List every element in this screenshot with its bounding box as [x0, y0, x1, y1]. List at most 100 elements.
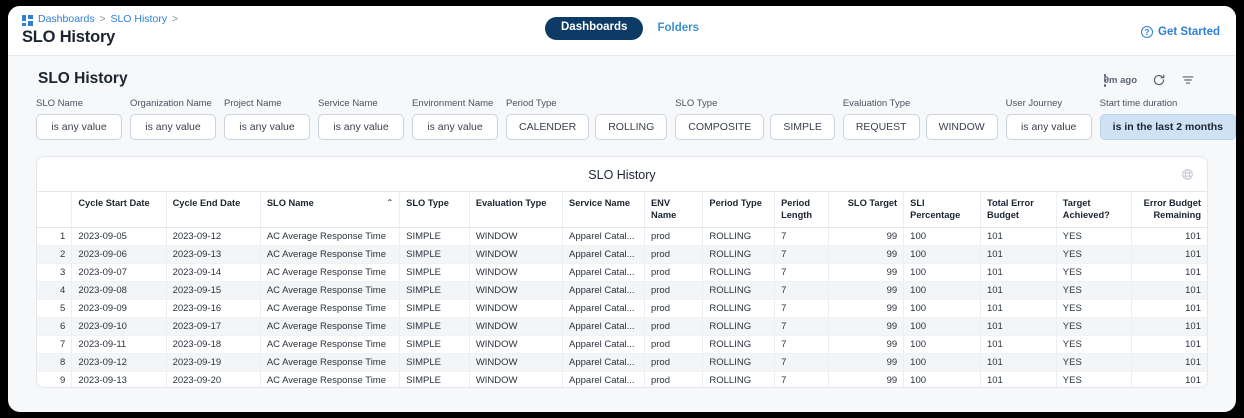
filter-chip-window[interactable]: WINDOW — [925, 114, 998, 140]
dashboard-title: SLO History — [38, 70, 128, 87]
cell-ptype: ROLLING — [702, 317, 775, 336]
refresh-icon[interactable] — [1152, 73, 1166, 87]
more-options-icon[interactable] — [1103, 73, 1214, 87]
filter-chip-is-any-value[interactable]: is any value — [130, 114, 216, 140]
column-header-start[interactable]: Cycle Start Date — [71, 191, 167, 228]
cell-env: prod — [643, 371, 703, 387]
column-header-svc[interactable]: Service Name — [562, 191, 645, 228]
cell-teb: 101 — [979, 299, 1057, 318]
cell-start: 2023-09-06 — [71, 245, 167, 264]
cell-type: SIMPLE — [399, 227, 470, 246]
cell-ebr: 101 — [1130, 335, 1207, 354]
cell-start: 2023-09-12 — [71, 353, 167, 372]
cell-tach: YES — [1055, 299, 1132, 318]
cell-start: 2023-09-05 — [71, 227, 167, 246]
cell-plen: 7 — [774, 263, 829, 282]
cell-tach: YES — [1055, 245, 1132, 264]
cell-env: prod — [643, 317, 703, 336]
table-row[interactable]: 9 2023-09-13 2023-09-20 AC Average Response… — [37, 371, 1207, 387]
cell-svc: Apparel Catal... — [562, 281, 645, 300]
filter-chip-is-any-value[interactable]: is any value — [1005, 114, 1092, 140]
cell-tach: YES — [1055, 263, 1132, 282]
filter-label: Environment Name — [412, 98, 494, 109]
column-header-slo[interactable]: SLO Name ⌃ — [259, 191, 400, 228]
filter-chip-is-any-value[interactable]: is any value — [318, 114, 404, 140]
column-header-tach[interactable]: Target Achieved? — [1055, 191, 1132, 228]
column-header-ptype[interactable]: Period Type — [702, 191, 775, 228]
column-header-teb[interactable]: Total Error Budget — [979, 191, 1057, 228]
filter-chip-simple[interactable]: SIMPLE — [770, 114, 835, 140]
cell-rownum: 3 — [37, 263, 72, 282]
filter-bar: SLO Name is any value Organization Name is … — [8, 98, 1236, 156]
filter-label: Service Name — [318, 98, 378, 109]
cell-ptype: ROLLING — [702, 335, 775, 354]
filter-icon[interactable] — [1181, 73, 1195, 87]
cell-eval: WINDOW — [468, 371, 563, 387]
cell-target: 99 — [828, 317, 904, 336]
cell-env: prod — [643, 335, 703, 354]
filter-chip-composite[interactable]: COMPOSITE — [675, 114, 765, 140]
cell-target: 99 — [828, 281, 904, 300]
filter-chips: is any value — [224, 114, 310, 140]
table-row[interactable]: 4 2023-09-08 2023-09-15 AC Average Response… — [37, 281, 1207, 300]
column-header-plen[interactable]: Period Length — [774, 191, 829, 228]
table-row[interactable]: 6 2023-09-10 2023-09-17 AC Average Response… — [37, 317, 1207, 336]
globe-icon[interactable] — [1181, 168, 1194, 181]
app-frame: Dashboards > SLO History > SLO History D… — [8, 6, 1236, 412]
column-header-end[interactable]: Cycle End Date — [165, 191, 261, 228]
filter-chip-is-in-the-last-2-months[interactable]: is in the last 2 months — [1099, 114, 1236, 140]
filter-chips: COMPOSITE SIMPLE — [675, 114, 835, 140]
cell-env: prod — [643, 281, 703, 300]
column-header-type[interactable]: SLO Type — [399, 191, 470, 228]
tab-dashboards[interactable]: Dashboards — [544, 17, 644, 40]
filter-chip-rolling[interactable]: ROLLING — [595, 114, 668, 140]
table-row[interactable]: 5 2023-09-09 2023-09-16 AC Average Response… — [37, 299, 1207, 318]
sort-asc-icon: ⌃ — [386, 198, 394, 207]
filter-group-service-name: Service Name is any value — [318, 98, 404, 140]
filter-chip-is-any-value[interactable]: is any value — [36, 114, 122, 140]
cell-ebr: 101 — [1130, 227, 1207, 246]
filter-chip-is-any-value[interactable]: is any value — [224, 114, 310, 140]
filter-label: Organization Name — [130, 98, 212, 109]
filter-label: Evaluation Type — [842, 98, 911, 109]
filter-group-organization-name: Organization Name is any value — [130, 98, 216, 140]
cell-ptype: ROLLING — [702, 245, 775, 264]
column-header-eval[interactable]: Evaluation Type — [468, 191, 563, 228]
filter-chips: CALENDER ROLLING — [506, 114, 668, 140]
cell-sli: 100 — [903, 263, 981, 282]
cell-teb: 101 — [979, 317, 1057, 336]
table-row[interactable]: 2 2023-09-06 2023-09-13 AC Average Response… — [37, 245, 1207, 264]
table-row[interactable]: 7 2023-09-11 2023-09-18 AC Average Response… — [37, 335, 1207, 354]
filter-chip-request[interactable]: REQUEST — [842, 114, 920, 140]
filter-group-evaluation-type: Evaluation Type REQUEST WINDOW — [842, 98, 998, 140]
filter-chip-is-any-value[interactable]: is any value — [412, 114, 498, 140]
cell-eval: WINDOW — [468, 299, 563, 318]
table-row[interactable]: 3 2023-09-07 2023-09-14 AC Average Response… — [37, 263, 1207, 282]
filter-chips: is any value — [412, 114, 498, 140]
tab-folders[interactable]: Folders — [657, 22, 700, 35]
column-header-ebr[interactable]: Error Budget Remaining — [1130, 191, 1207, 228]
column-header-target[interactable]: SLO Target — [828, 191, 904, 228]
cell-ptype: ROLLING — [702, 299, 775, 318]
cell-eval: WINDOW — [468, 317, 563, 336]
filter-chips: is any value — [36, 114, 122, 140]
filter-chips: REQUEST WINDOW — [842, 114, 998, 140]
breadcrumb-item-slo-history[interactable]: SLO History — [110, 13, 168, 25]
column-header-sli[interactable]: SLI Percentage — [903, 191, 981, 228]
get-started-button[interactable]: ? Get Started — [1141, 26, 1220, 38]
table-row[interactable]: 1 2023-09-05 2023-09-12 AC Average Response… — [37, 227, 1207, 246]
filter-chips: is any value — [318, 114, 404, 140]
cell-ebr: 101 — [1130, 299, 1207, 318]
cell-slo: AC Average Response Time — [259, 227, 400, 246]
cell-teb: 101 — [979, 281, 1057, 300]
cell-rownum: 5 — [37, 299, 72, 318]
column-header-rownum[interactable] — [37, 191, 72, 228]
filter-chip-calender[interactable]: CALENDER — [506, 114, 590, 140]
cell-plen: 7 — [774, 227, 829, 246]
cell-env: prod — [643, 299, 703, 318]
cell-tach: YES — [1055, 227, 1132, 246]
breadcrumb-item-dashboards[interactable]: Dashboards — [38, 13, 95, 25]
table-row[interactable]: 8 2023-09-12 2023-09-19 AC Average Response… — [37, 353, 1207, 372]
column-header-env[interactable]: ENV Name — [643, 191, 703, 228]
cell-ptype: ROLLING — [702, 371, 775, 387]
